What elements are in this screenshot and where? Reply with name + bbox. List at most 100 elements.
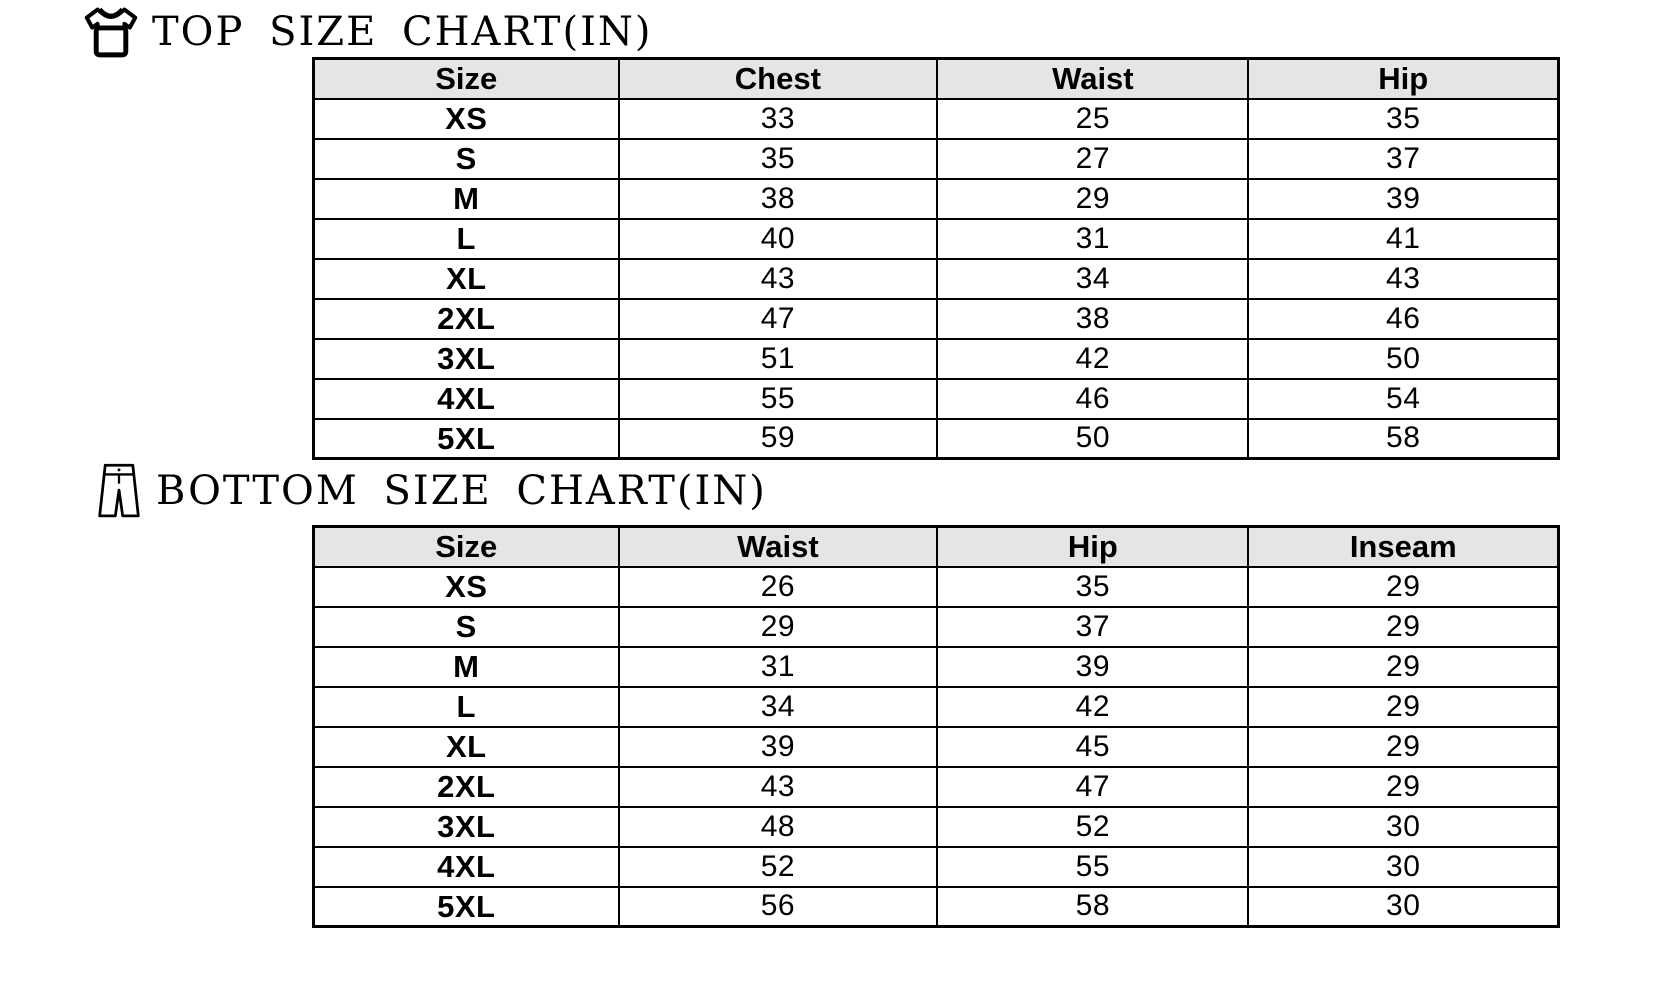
size-cell: 3XL [312,337,620,380]
column-header-hip: Hip [936,525,1250,568]
size-cell: 2XL [312,765,620,808]
measurement-cell: 31 [936,217,1250,260]
measurement-cell: 39 [617,725,939,768]
size-cell: XL [312,257,620,300]
measurement-cell: 33 [617,97,939,140]
column-header-waist: Waist [936,57,1250,100]
measurement-cell: 29 [1247,765,1560,808]
measurement-cell: 43 [1247,257,1560,300]
measurement-cell: 50 [1247,337,1560,380]
measurement-cell: 59 [617,417,939,460]
measurement-cell: 52 [617,845,939,888]
measurement-cell: 56 [617,885,939,928]
measurement-cell: 42 [936,685,1250,728]
top-size-chart-title: TOP SIZE CHART(IN) [84,6,653,58]
size-cell: 2XL [312,297,620,340]
measurement-cell: 31 [617,645,939,688]
size-cell: S [312,605,620,648]
size-cell: 4XL [312,845,620,888]
column-header-waist: Waist [617,525,939,568]
measurement-cell: 48 [617,805,939,848]
measurement-cell: 29 [1247,685,1560,728]
column-header-size: Size [312,57,620,100]
measurement-cell: 29 [1247,605,1560,648]
measurement-cell: 43 [617,257,939,300]
bottom-size-chart-label: BOTTOM SIZE CHART(IN) [156,468,767,514]
measurement-cell: 40 [617,217,939,260]
table-row: 2XL 47 38 46 [312,297,1560,340]
measurement-cell: 29 [1247,645,1560,688]
measurement-cell: 30 [1247,845,1560,888]
table-row: 5XL 59 50 58 [312,417,1560,460]
measurement-cell: 38 [617,177,939,220]
table-row: XL 43 34 43 [312,257,1560,300]
bottom-size-chart-title: BOTTOM SIZE CHART(IN) [96,462,767,520]
measurement-cell: 55 [617,377,939,420]
size-cell: 3XL [312,805,620,848]
measurement-cell: 52 [936,805,1250,848]
measurement-cell: 55 [936,845,1250,888]
size-cell: 5XL [312,417,620,460]
size-cell: M [312,645,620,688]
measurement-cell: 37 [936,605,1250,648]
size-cell: XS [312,97,620,140]
measurement-cell: 30 [1247,805,1560,848]
table-row: M 38 29 39 [312,177,1560,220]
top-size-table: Size Chest Waist Hip XS 33 25 35 S 35 27 37 M 38 29 39 L… [312,57,1560,460]
measurement-cell: 27 [936,137,1250,180]
measurement-cell: 58 [1247,417,1560,460]
table-row: L 40 31 41 [312,217,1560,260]
measurement-cell: 47 [936,765,1250,808]
size-cell: XL [312,725,620,768]
size-cell: M [312,177,620,220]
measurement-cell: 25 [936,97,1250,140]
size-cell: 5XL [312,885,620,928]
table-row: M 31 39 29 [312,645,1560,688]
measurement-cell: 58 [936,885,1250,928]
measurement-cell: 35 [936,565,1250,608]
measurement-cell: 29 [1247,725,1560,768]
table-row: 4XL 52 55 30 [312,845,1560,888]
size-cell: L [312,217,620,260]
measurement-cell: 46 [936,377,1250,420]
size-cell: L [312,685,620,728]
measurement-cell: 35 [617,137,939,180]
measurement-cell: 42 [936,337,1250,380]
measurement-cell: 30 [1247,885,1560,928]
bottom-size-table: Size Waist Hip Inseam XS 26 35 29 S 29 37 29 M 31 39 29… [312,525,1560,928]
measurement-cell: 46 [1247,297,1560,340]
measurement-cell: 54 [1247,377,1560,420]
measurement-cell: 43 [617,765,939,808]
measurement-cell: 41 [1247,217,1560,260]
table-row: XS 33 25 35 [312,97,1560,140]
measurement-cell: 39 [1247,177,1560,220]
measurement-cell: 34 [617,685,939,728]
header-row: Size Chest Waist Hip [312,57,1560,100]
table-row: 3XL 51 42 50 [312,337,1560,380]
table-row: 2XL 43 47 29 [312,765,1560,808]
size-cell: 4XL [312,377,620,420]
column-header-size: Size [312,525,620,568]
measurement-cell: 38 [936,297,1250,340]
table-row: XL 39 45 29 [312,725,1560,768]
tshirt-icon [84,6,138,58]
measurement-cell: 50 [936,417,1250,460]
top-size-chart-label: TOP SIZE CHART(IN) [152,9,653,55]
table-row: 4XL 55 46 54 [312,377,1560,420]
table-row: 3XL 48 52 30 [312,805,1560,848]
measurement-cell: 37 [1247,137,1560,180]
measurement-cell: 29 [1247,565,1560,608]
column-header-chest: Chest [617,57,939,100]
table-row: S 29 37 29 [312,605,1560,648]
header-row: Size Waist Hip Inseam [312,525,1560,568]
measurement-cell: 34 [936,257,1250,300]
column-header-inseam: Inseam [1247,525,1560,568]
table-row: XS 26 35 29 [312,565,1560,608]
measurement-cell: 26 [617,565,939,608]
measurement-cell: 29 [617,605,939,648]
measurement-cell: 39 [936,645,1250,688]
measurement-cell: 35 [1247,97,1560,140]
table-row: S 35 27 37 [312,137,1560,180]
measurement-cell: 51 [617,337,939,380]
pants-icon [96,462,142,520]
